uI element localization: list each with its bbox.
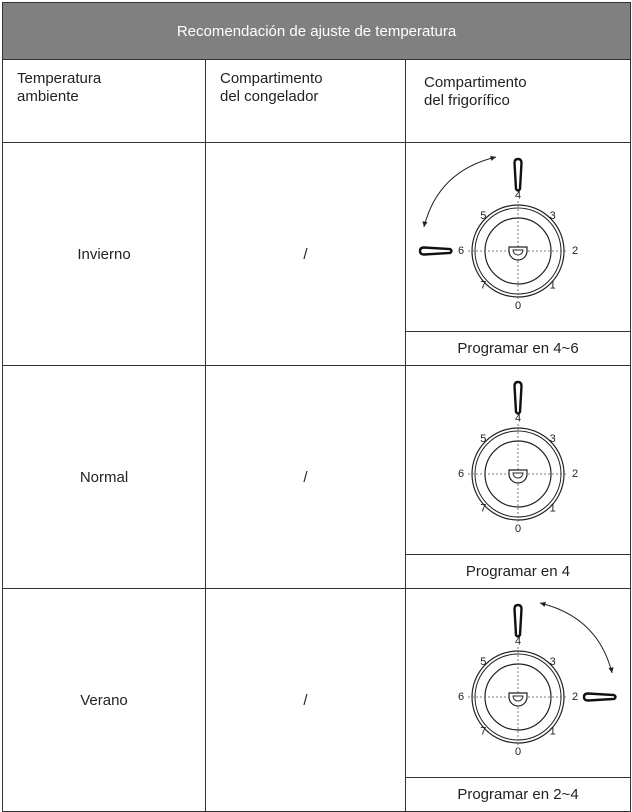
dial-number: 4 (515, 636, 521, 648)
dial-number: 4 (515, 413, 521, 425)
freezer-setting: / (205, 142, 406, 366)
knob-pointer (418, 246, 453, 256)
dial-center (508, 469, 528, 484)
dial-number: 0 (515, 523, 521, 535)
column-header: Compartimento del frigorífico (404, 59, 632, 143)
column-header: Compartimento del congelador (205, 59, 406, 143)
dial-number: 6 (458, 245, 464, 257)
dial-diagram: 0 1 2 3 4 5 6 7 (418, 155, 578, 312)
caption: Programar en 4~6 (404, 331, 632, 366)
knob-pointer (582, 692, 617, 702)
dial-number: 6 (458, 468, 464, 480)
dial-number: 3 (550, 656, 556, 668)
column-header: Temperatura ambiente (2, 59, 206, 143)
dial-number: 1 (550, 280, 556, 292)
knob-pointer (513, 603, 523, 638)
dial-number: 0 (515, 300, 521, 312)
table-title: Recomendación de ajuste de temperatura (1, 2, 632, 60)
dial-number: 5 (480, 433, 486, 445)
dial-number: 2 (572, 468, 578, 480)
dial-number: 4 (515, 190, 521, 202)
season: Verano (2, 588, 206, 812)
arrow-head (490, 155, 496, 161)
dial-number: 5 (480, 210, 486, 222)
arrow-head (608, 667, 614, 673)
dial-center (512, 695, 524, 702)
dial-cell: 0 1 2 3 4 5 6 7 (404, 588, 632, 778)
dial-number: 2 (572, 245, 578, 257)
dial-cell: 0 1 2 3 4 5 6 7 (404, 365, 632, 555)
dial-center (512, 472, 524, 479)
dial-center (512, 249, 524, 256)
rotation-arrow (539, 602, 613, 674)
dial-number: 1 (550, 726, 556, 738)
freezer-setting: / (205, 365, 406, 589)
dial-number: 7 (480, 280, 486, 292)
dial-center (508, 246, 528, 261)
dial-number: 0 (515, 746, 521, 758)
season: Normal (2, 365, 206, 589)
dial-number: 5 (480, 656, 486, 668)
dial-number: 2 (572, 691, 578, 703)
season: Invierno (2, 142, 206, 366)
dial-number: 7 (480, 503, 486, 515)
dial-diagram: 0 1 2 3 4 5 6 7 (458, 601, 617, 758)
dial-cell: 0 1 2 3 4 5 6 7 (404, 142, 632, 332)
arrow-head (422, 221, 428, 227)
knob-pointer (513, 157, 523, 192)
caption: Programar en 4 (404, 554, 632, 589)
dial-number: 6 (458, 691, 464, 703)
dial-center (508, 692, 528, 707)
knob-pointer (513, 380, 523, 415)
freezer-setting: / (205, 588, 406, 812)
dial-diagram: 0 1 2 3 4 5 6 7 (458, 380, 578, 535)
dial-number: 7 (480, 726, 486, 738)
dial-number: 3 (550, 210, 556, 222)
rotation-arrow (423, 156, 497, 228)
arrow-head (540, 601, 546, 607)
caption: Programar en 2~4 (404, 777, 632, 812)
dial-number: 1 (550, 503, 556, 515)
dial-number: 3 (550, 433, 556, 445)
